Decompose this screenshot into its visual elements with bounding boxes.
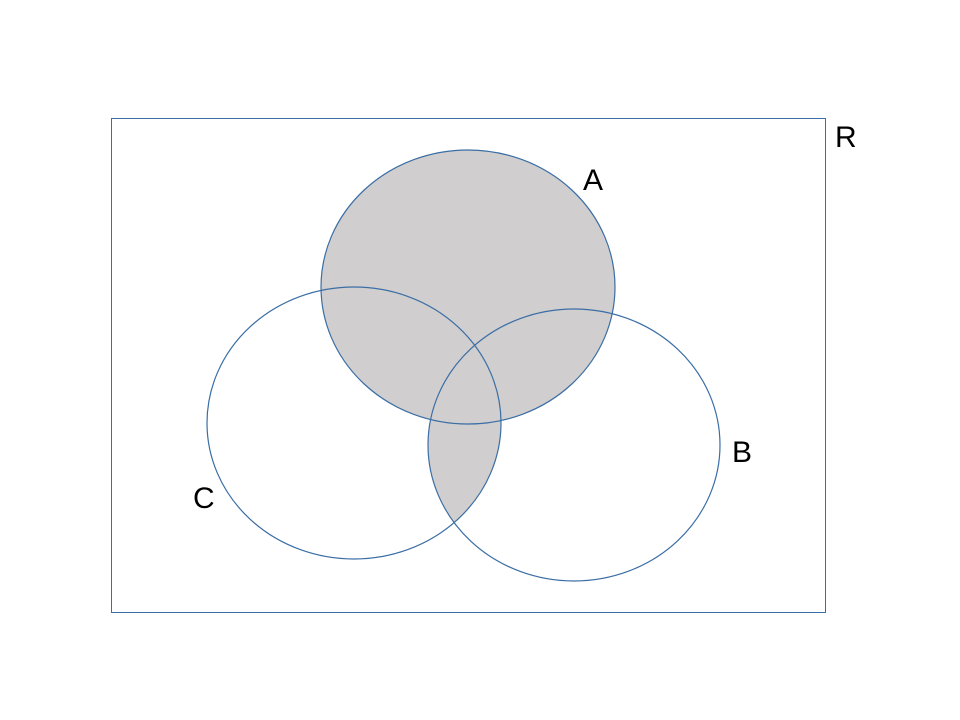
shaded-region [321, 150, 615, 559]
set-b-circle [427, 308, 721, 582]
set-c-circle [206, 286, 502, 560]
set-a-label: A [583, 164, 603, 197]
universe-label: R [835, 121, 857, 154]
set-a-circle [320, 149, 616, 425]
set-c-label: C [193, 482, 215, 515]
set-b-label: B [732, 436, 752, 469]
shaded-set-a [321, 150, 615, 424]
universe-rectangle [111, 118, 826, 613]
